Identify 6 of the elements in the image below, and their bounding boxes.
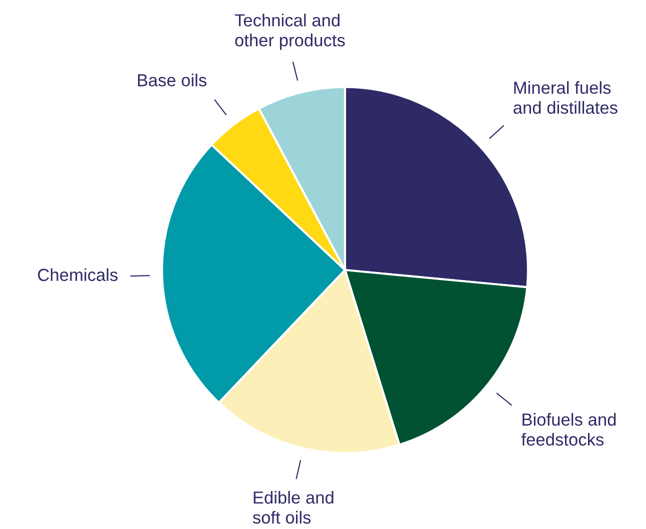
slice-label: Technical and other products	[234, 14, 345, 50]
slice-label: Biofuels and feedstocks	[521, 412, 616, 446]
slice-label: Edible and soft oils	[252, 490, 334, 524]
slice-label: Chemicals	[38, 268, 118, 282]
slice-label: Mineral fuels and distillates	[514, 81, 618, 114]
slice-label: Base oils	[138, 74, 206, 86]
